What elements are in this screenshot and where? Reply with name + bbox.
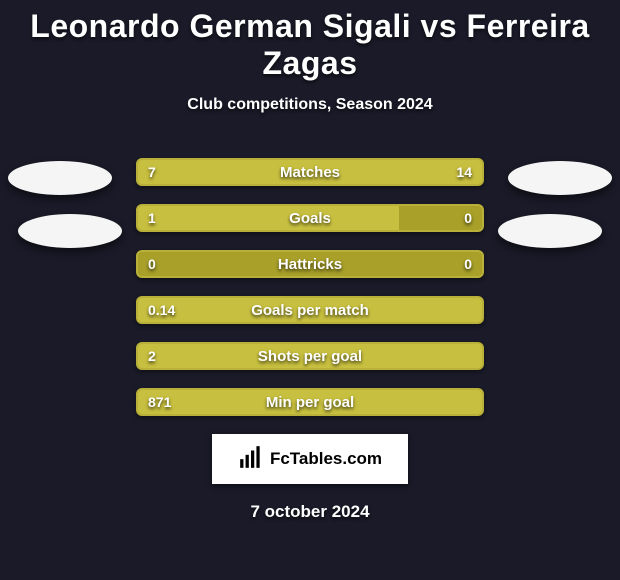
branding-badge: FcTables.com: [212, 434, 408, 484]
page-subtitle: Club competitions, Season 2024: [0, 96, 620, 114]
stat-bar: 871Min per goal: [136, 388, 484, 416]
chart-icon: [238, 444, 264, 475]
stat-bars: 714Matches10Goals00Hattricks0.14Goals pe…: [136, 158, 484, 416]
stat-bar-right-fill: [252, 160, 482, 184]
comparison-infographic: Leonardo German Sigali vs Ferreira Zagas…: [0, 0, 620, 580]
player-right-avatar: [508, 161, 612, 195]
stat-bar: 10Goals: [136, 204, 484, 232]
stat-bar-left-fill: [138, 160, 252, 184]
player-left-avatar-2: [18, 214, 122, 248]
stat-right-value: 0: [454, 206, 482, 230]
stat-left-value: 0: [138, 252, 166, 276]
stat-bar-left-fill: [138, 298, 482, 322]
date-text: 7 october 2024: [0, 502, 620, 522]
stats-area: 714Matches10Goals00Hattricks0.14Goals pe…: [0, 158, 620, 416]
stat-bar-left-fill: [138, 206, 399, 230]
stat-right-value: 0: [454, 252, 482, 276]
stat-bar-left-fill: [138, 390, 482, 414]
stat-bar-left-fill: [138, 344, 482, 368]
stat-bar: 0 0Hattricks: [136, 250, 484, 278]
stat-label: Hattricks: [138, 252, 482, 276]
stat-bar: 2Shots per goal: [136, 342, 484, 370]
page-title: Leonardo German Sigali vs Ferreira Zagas: [0, 0, 620, 82]
player-right-avatar-2: [498, 214, 602, 248]
stat-bar: 0.14Goals per match: [136, 296, 484, 324]
stat-bar: 714Matches: [136, 158, 484, 186]
player-left-avatar: [8, 161, 112, 195]
branding-text: FcTables.com: [270, 449, 382, 469]
